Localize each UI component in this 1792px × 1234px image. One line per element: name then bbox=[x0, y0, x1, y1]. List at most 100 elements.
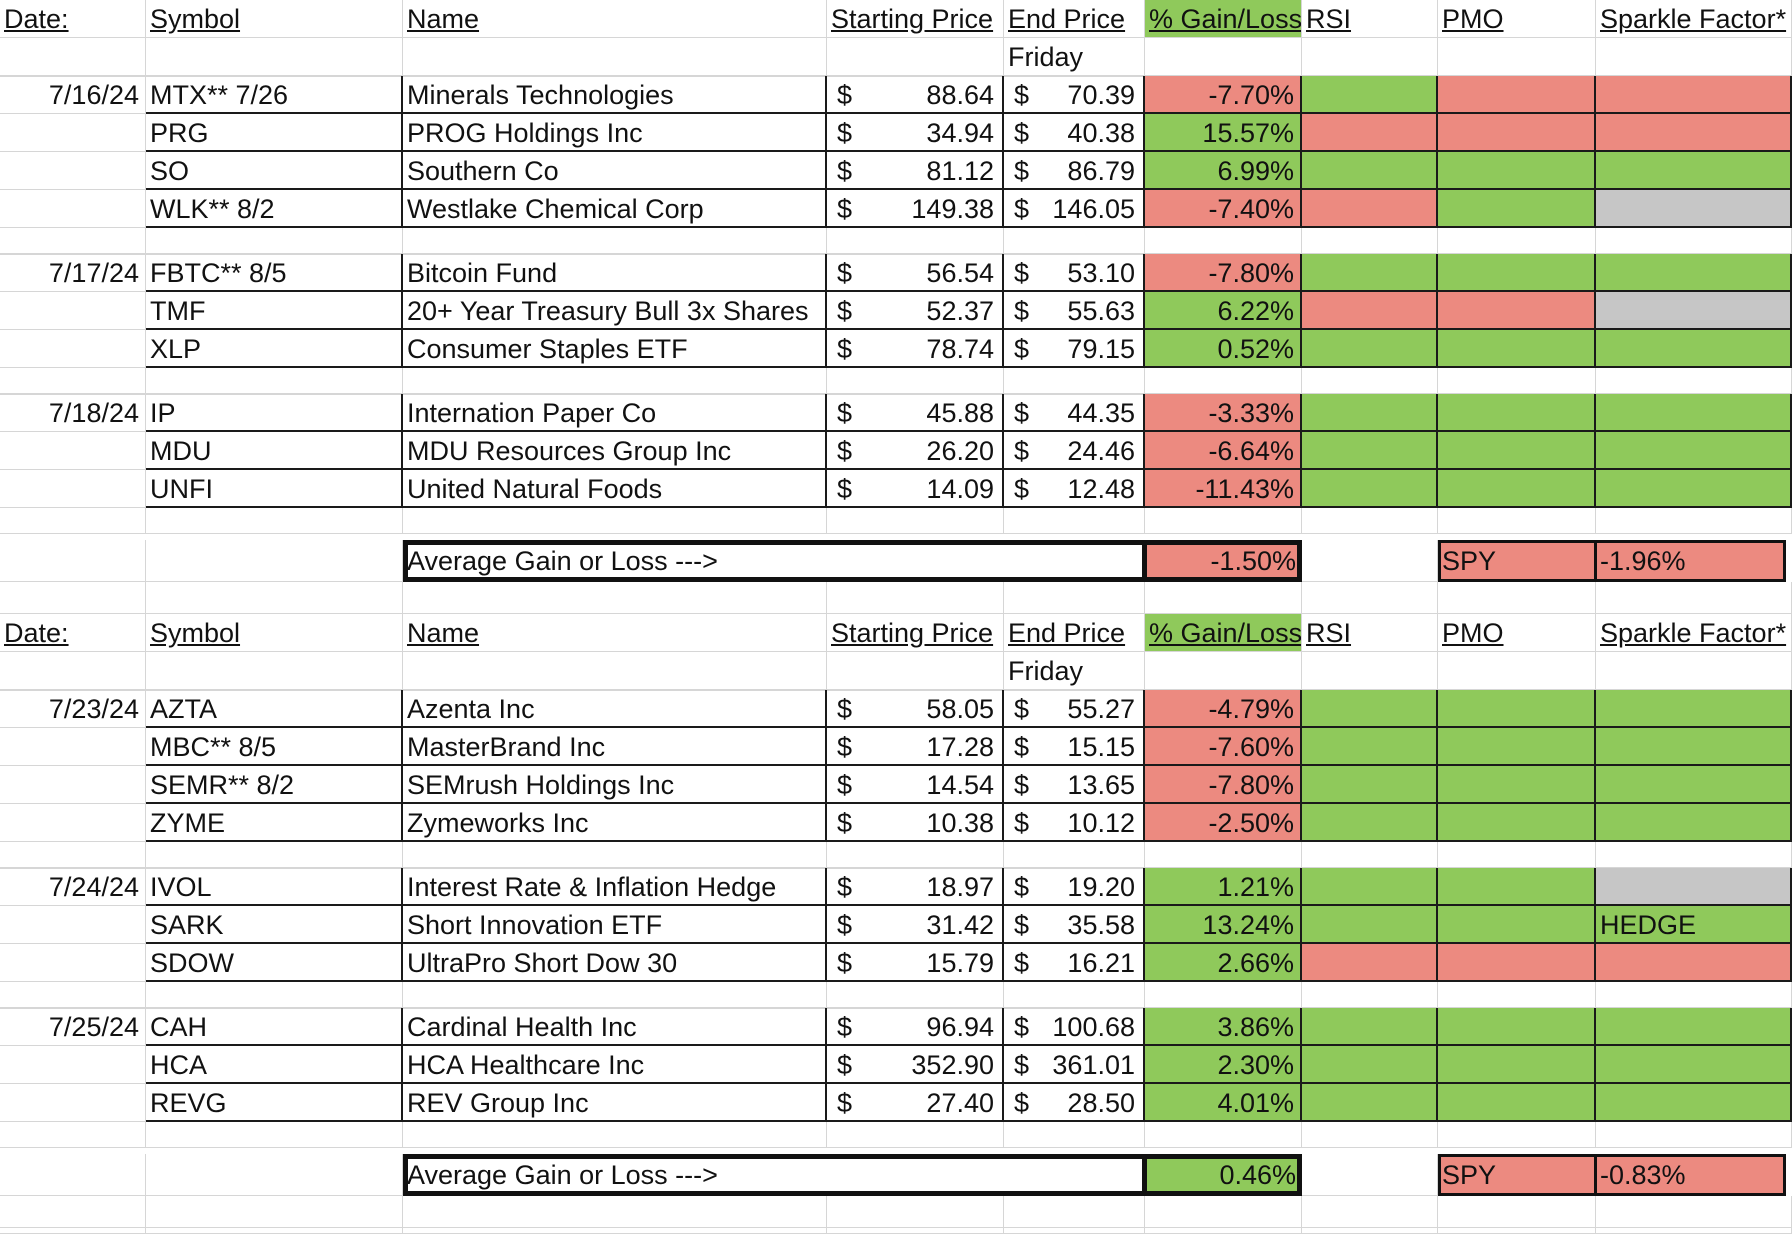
empty-cell[interactable] bbox=[1004, 582, 1145, 614]
empty-cell[interactable] bbox=[827, 582, 1004, 614]
gain-loss-cell[interactable]: -7.70% bbox=[1145, 76, 1302, 114]
date-cell[interactable] bbox=[0, 432, 146, 470]
gain-loss-cell[interactable]: -7.40% bbox=[1145, 190, 1302, 228]
date-cell[interactable] bbox=[0, 906, 146, 944]
start-price-cell[interactable]: $31.42 bbox=[827, 906, 1004, 944]
sparkle-indicator[interactable] bbox=[1596, 432, 1792, 470]
pmo-indicator[interactable] bbox=[1438, 190, 1596, 228]
date-cell[interactable]: 7/25/24 bbox=[0, 1008, 146, 1046]
pmo-indicator[interactable] bbox=[1438, 254, 1596, 292]
empty-cell[interactable] bbox=[403, 582, 827, 614]
empty-cell[interactable] bbox=[1596, 38, 1792, 76]
pmo-indicator[interactable] bbox=[1438, 1046, 1596, 1084]
symbol-cell[interactable]: IVOL bbox=[146, 868, 403, 906]
empty-cell[interactable] bbox=[827, 842, 1004, 868]
gain-loss-cell[interactable]: 1.21% bbox=[1145, 868, 1302, 906]
pmo-indicator[interactable] bbox=[1438, 690, 1596, 728]
average-gain-value-cell[interactable]: 0.46% bbox=[1145, 1154, 1302, 1196]
header-gain[interactable]: % Gain/Loss bbox=[1145, 614, 1302, 652]
gain-loss-cell[interactable]: -6.64% bbox=[1145, 432, 1302, 470]
rsi-indicator[interactable] bbox=[1302, 1046, 1438, 1084]
empty-cell[interactable] bbox=[827, 508, 1004, 534]
empty-cell[interactable] bbox=[1438, 38, 1596, 76]
sparkle-indicator[interactable] bbox=[1596, 1046, 1792, 1084]
start-price-cell[interactable]: $352.90 bbox=[827, 1046, 1004, 1084]
empty-cell[interactable] bbox=[1145, 228, 1302, 254]
rsi-indicator[interactable] bbox=[1302, 804, 1438, 842]
name-cell[interactable]: SEMrush Holdings Inc bbox=[403, 766, 827, 804]
empty-cell[interactable] bbox=[1302, 1154, 1438, 1196]
name-cell[interactable]: Azenta Inc bbox=[403, 690, 827, 728]
header-gain[interactable]: % Gain/Loss bbox=[1145, 0, 1302, 38]
header-name[interactable]: Name bbox=[403, 614, 827, 652]
name-cell[interactable]: Short Innovation ETF bbox=[403, 906, 827, 944]
empty-cell[interactable] bbox=[827, 1196, 1004, 1228]
empty-cell[interactable] bbox=[1596, 1228, 1792, 1234]
pmo-indicator[interactable] bbox=[1438, 906, 1596, 944]
sparkle-indicator[interactable] bbox=[1596, 944, 1792, 982]
empty-cell[interactable] bbox=[1145, 368, 1302, 394]
gain-loss-cell[interactable]: 3.86% bbox=[1145, 1008, 1302, 1046]
pmo-indicator[interactable] bbox=[1438, 804, 1596, 842]
name-cell[interactable]: Consumer Staples ETF bbox=[403, 330, 827, 368]
end-price-cell[interactable]: $15.15 bbox=[1004, 728, 1145, 766]
empty-cell[interactable] bbox=[0, 1228, 146, 1234]
empty-cell[interactable] bbox=[146, 368, 403, 394]
empty-cell[interactable] bbox=[827, 652, 1004, 690]
empty-cell[interactable] bbox=[0, 582, 146, 614]
sparkle-indicator[interactable] bbox=[1596, 1084, 1792, 1122]
empty-cell[interactable] bbox=[1004, 228, 1145, 254]
empty-cell[interactable] bbox=[1302, 508, 1438, 534]
header-name[interactable]: Name bbox=[403, 0, 827, 38]
empty-cell[interactable] bbox=[1004, 842, 1145, 868]
empty-cell[interactable] bbox=[1004, 508, 1145, 534]
empty-cell[interactable] bbox=[146, 1154, 403, 1196]
date-cell[interactable] bbox=[0, 804, 146, 842]
symbol-cell[interactable]: REVG bbox=[146, 1084, 403, 1122]
empty-cell[interactable] bbox=[1302, 1122, 1438, 1148]
header-start[interactable]: Starting Price bbox=[827, 0, 1004, 38]
rsi-indicator[interactable] bbox=[1302, 190, 1438, 228]
empty-cell[interactable] bbox=[1302, 652, 1438, 690]
sparkle-indicator[interactable] bbox=[1596, 190, 1792, 228]
sparkle-indicator[interactable] bbox=[1596, 292, 1792, 330]
average-label-cell[interactable]: Average Gain or Loss ---> bbox=[403, 540, 1145, 582]
symbol-cell[interactable]: MDU bbox=[146, 432, 403, 470]
date-cell[interactable] bbox=[0, 470, 146, 508]
sparkle-indicator[interactable] bbox=[1596, 690, 1792, 728]
empty-cell[interactable] bbox=[403, 228, 827, 254]
header-end[interactable]: End Price bbox=[1004, 0, 1145, 38]
end-price-cell[interactable]: $24.46 bbox=[1004, 432, 1145, 470]
empty-cell[interactable] bbox=[1145, 582, 1302, 614]
pmo-indicator[interactable] bbox=[1438, 944, 1596, 982]
empty-cell[interactable] bbox=[1302, 582, 1438, 614]
empty-cell[interactable] bbox=[1004, 1196, 1145, 1228]
rsi-indicator[interactable] bbox=[1302, 470, 1438, 508]
name-cell[interactable]: Westlake Chemical Corp bbox=[403, 190, 827, 228]
header-sparkle[interactable]: Sparkle Factor* bbox=[1596, 0, 1792, 38]
header-end-sub[interactable]: Friday bbox=[1004, 38, 1145, 76]
empty-cell[interactable] bbox=[0, 842, 146, 868]
empty-cell[interactable] bbox=[827, 982, 1004, 1008]
empty-cell[interactable] bbox=[146, 508, 403, 534]
pmo-indicator[interactable] bbox=[1438, 1084, 1596, 1122]
empty-cell[interactable] bbox=[0, 1154, 146, 1196]
date-cell[interactable] bbox=[0, 330, 146, 368]
start-price-cell[interactable]: $15.79 bbox=[827, 944, 1004, 982]
empty-cell[interactable] bbox=[403, 1122, 827, 1148]
empty-cell[interactable] bbox=[827, 368, 1004, 394]
gain-loss-cell[interactable]: -7.60% bbox=[1145, 728, 1302, 766]
empty-cell[interactable] bbox=[403, 842, 827, 868]
empty-cell[interactable] bbox=[827, 1228, 1004, 1234]
gain-loss-cell[interactable]: 0.52% bbox=[1145, 330, 1302, 368]
end-price-cell[interactable]: $79.15 bbox=[1004, 330, 1145, 368]
empty-cell[interactable] bbox=[146, 1228, 403, 1234]
date-cell[interactable] bbox=[0, 1046, 146, 1084]
empty-cell[interactable] bbox=[0, 38, 146, 76]
end-price-cell[interactable]: $16.21 bbox=[1004, 944, 1145, 982]
end-price-cell[interactable]: $13.65 bbox=[1004, 766, 1145, 804]
pmo-indicator[interactable] bbox=[1438, 114, 1596, 152]
end-price-cell[interactable]: $28.50 bbox=[1004, 1084, 1145, 1122]
sparkle-indicator[interactable] bbox=[1596, 330, 1792, 368]
sparkle-indicator[interactable] bbox=[1596, 254, 1792, 292]
